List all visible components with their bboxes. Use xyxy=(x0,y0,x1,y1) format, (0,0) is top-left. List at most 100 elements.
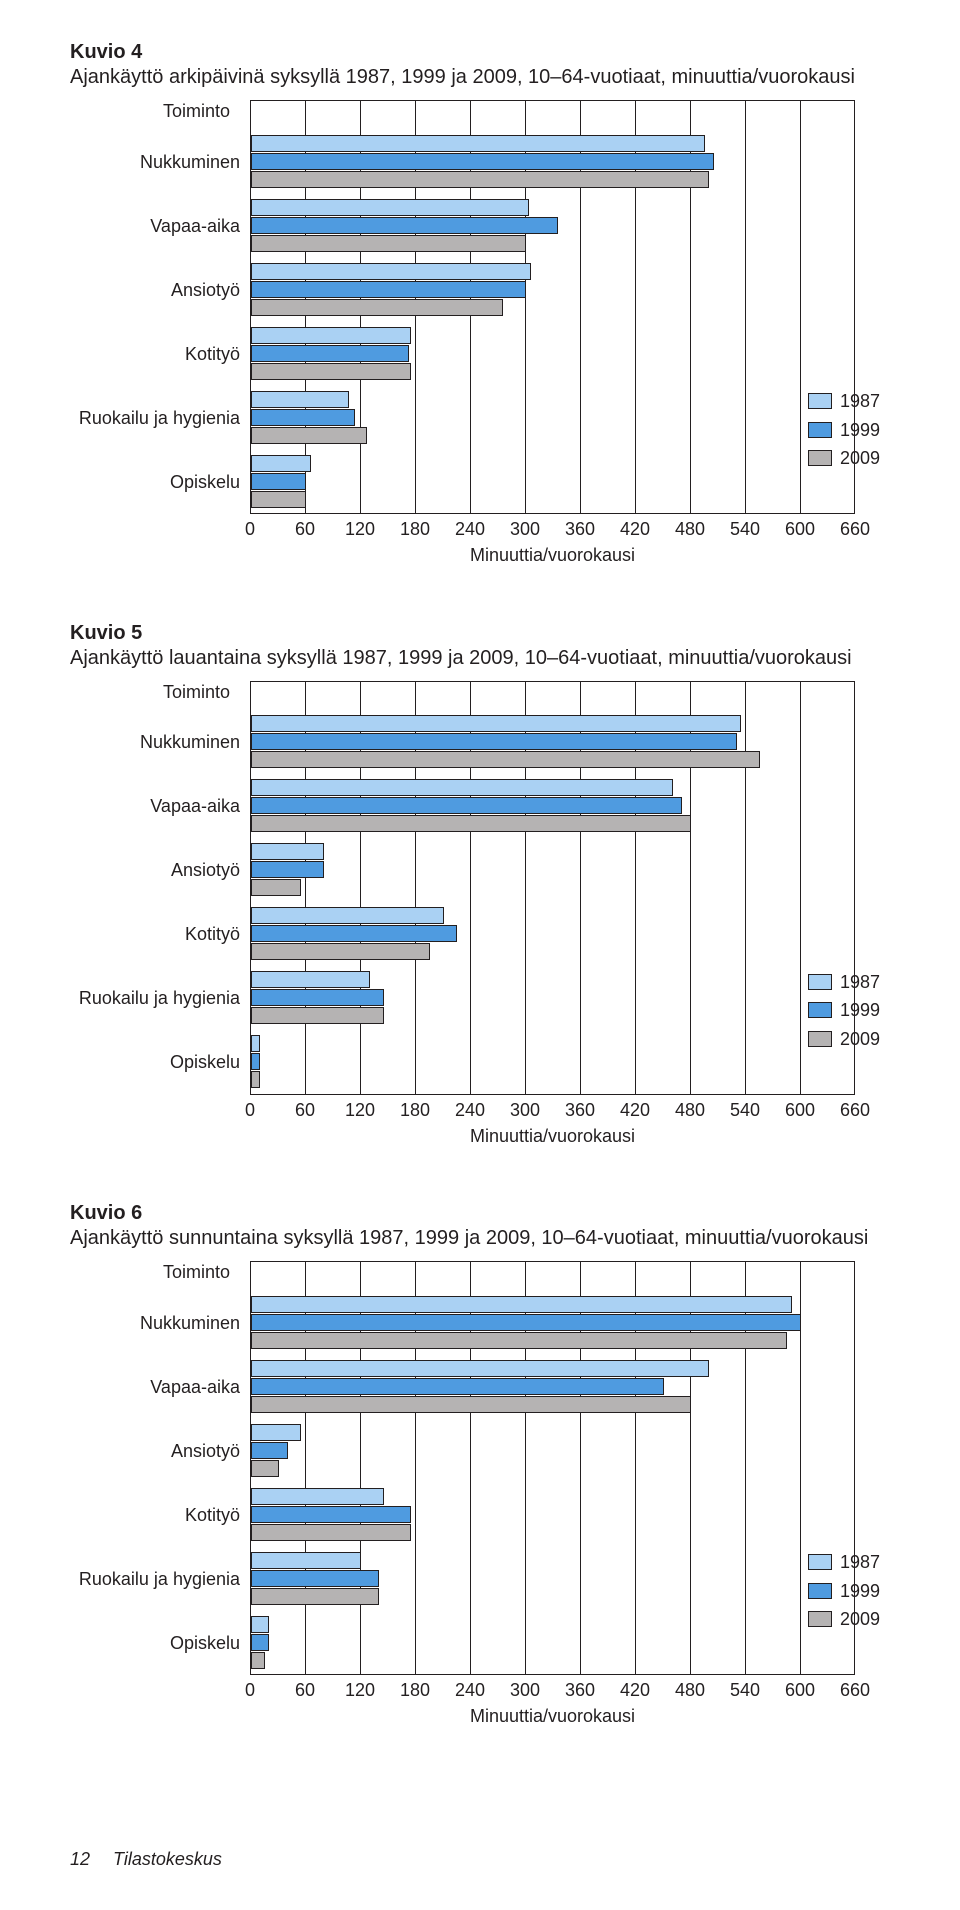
bar-series-1999 xyxy=(251,281,526,298)
bar-series-1987 xyxy=(251,715,741,732)
category-label: Ruokailu ja hygienia xyxy=(70,386,250,450)
bar-series-1999 xyxy=(251,1314,801,1331)
category-row xyxy=(251,1610,854,1674)
x-tick: 540 xyxy=(730,1679,760,1702)
bar-series-1999 xyxy=(251,989,384,1006)
legend-swatch xyxy=(808,450,832,466)
legend-swatch xyxy=(808,974,832,990)
legend-swatch xyxy=(808,1031,832,1047)
y-axis-title: Toiminto xyxy=(70,681,250,711)
x-axis: 060120180240300360420480540600660 xyxy=(250,1095,855,1123)
bar-series-1999 xyxy=(251,473,306,490)
bar-series-1987 xyxy=(251,1616,269,1633)
legend-swatch xyxy=(808,422,832,438)
legend-item: 1987 xyxy=(808,1551,880,1574)
category-row xyxy=(251,129,854,193)
x-tick: 540 xyxy=(730,1099,760,1122)
bar-series-2009 xyxy=(251,1460,279,1477)
category-label: Ansiotyö xyxy=(70,1419,250,1483)
x-axis-label: Minuuttia/vuorokausi xyxy=(250,1123,855,1148)
x-tick: 180 xyxy=(400,518,430,541)
figure-number: Kuvio 6 xyxy=(70,1201,890,1226)
legend-label: 1987 xyxy=(840,1551,880,1574)
bar-series-1987 xyxy=(251,1360,709,1377)
category-row xyxy=(251,449,854,513)
legend-item: 1999 xyxy=(808,1580,880,1603)
legend: 198719992009 xyxy=(808,971,880,1051)
x-axis: 060120180240300360420480540600660 xyxy=(250,514,855,542)
bar-series-1999 xyxy=(251,733,737,750)
category-label: Opiskelu xyxy=(70,450,250,514)
bar-series-1999 xyxy=(251,1053,260,1070)
y-axis-title: Toiminto xyxy=(70,1261,250,1291)
bar-series-1999 xyxy=(251,217,558,234)
category-label: Ansiotyö xyxy=(70,839,250,903)
category-label: Nukkuminen xyxy=(70,711,250,775)
plot-area xyxy=(250,1261,855,1675)
category-label: Vapaa-aika xyxy=(70,1355,250,1419)
category-label: Ruokailu ja hygienia xyxy=(70,1547,250,1611)
bar-series-2009 xyxy=(251,1007,384,1024)
x-tick: 300 xyxy=(510,518,540,541)
category-label: Nukkuminen xyxy=(70,130,250,194)
x-tick: 660 xyxy=(840,1099,870,1122)
footer-brand: Tilastokeskus xyxy=(113,1849,222,1869)
x-tick: 660 xyxy=(840,518,870,541)
bar-series-2009 xyxy=(251,171,709,188)
bar-series-2009 xyxy=(251,1588,379,1605)
x-tick: 420 xyxy=(620,1099,650,1122)
x-tick: 120 xyxy=(345,1099,375,1122)
bar-series-1999 xyxy=(251,1442,288,1459)
bar-series-1987 xyxy=(251,1424,301,1441)
x-tick: 600 xyxy=(785,518,815,541)
category-label: Kotityö xyxy=(70,322,250,386)
bar-series-1987 xyxy=(251,1488,384,1505)
category-row xyxy=(251,902,854,966)
x-tick: 300 xyxy=(510,1099,540,1122)
category-row xyxy=(251,193,854,257)
chart: ToimintoNukkuminenVapaa-aikaAnsiotyöKoti… xyxy=(70,100,890,567)
legend-label: 2009 xyxy=(840,447,880,470)
bar-series-2009 xyxy=(251,1652,265,1669)
figure-number: Kuvio 4 xyxy=(70,40,890,65)
figure-subtitle: Ajankäyttö arkipäivinä syksyllä 1987, 19… xyxy=(70,65,890,90)
category-row xyxy=(251,1030,854,1094)
figure-subtitle: Ajankäyttö sunnuntaina syksyllä 1987, 19… xyxy=(70,1226,890,1251)
legend-swatch xyxy=(808,1583,832,1599)
bar-series-2009 xyxy=(251,943,430,960)
x-tick: 480 xyxy=(675,1099,705,1122)
bar-series-1999 xyxy=(251,345,409,362)
x-tick: 360 xyxy=(565,518,595,541)
legend-swatch xyxy=(808,1002,832,1018)
bar-series-2009 xyxy=(251,491,306,508)
bar-series-1987 xyxy=(251,135,705,152)
y-axis-title: Toiminto xyxy=(70,100,250,130)
bar-series-2009 xyxy=(251,299,503,316)
category-label: Ruokailu ja hygienia xyxy=(70,967,250,1031)
legend-item: 1987 xyxy=(808,971,880,994)
bar-series-1999 xyxy=(251,925,457,942)
plot-area xyxy=(250,100,855,514)
x-tick: 600 xyxy=(785,1679,815,1702)
x-axis: 060120180240300360420480540600660 xyxy=(250,1675,855,1703)
bar-series-1999 xyxy=(251,409,355,426)
figure-5: Kuvio 5Ajankäyttö lauantaina syksyllä 19… xyxy=(70,621,890,1148)
bar-series-1987 xyxy=(251,971,370,988)
bar-series-1987 xyxy=(251,907,444,924)
figure-number: Kuvio 5 xyxy=(70,621,890,646)
bar-series-2009 xyxy=(251,427,367,444)
bar-series-2009 xyxy=(251,815,691,832)
x-tick: 540 xyxy=(730,518,760,541)
x-tick: 180 xyxy=(400,1679,430,1702)
plot-area xyxy=(250,681,855,1095)
category-row xyxy=(251,966,854,1030)
x-tick: 240 xyxy=(455,1099,485,1122)
category-row xyxy=(251,774,854,838)
x-tick: 420 xyxy=(620,1679,650,1702)
bar-series-1987 xyxy=(251,779,673,796)
bar-series-1999 xyxy=(251,1378,664,1395)
legend-item: 1999 xyxy=(808,999,880,1022)
legend-item: 2009 xyxy=(808,1608,880,1631)
x-tick: 360 xyxy=(565,1679,595,1702)
figure-4: Kuvio 4Ajankäyttö arkipäivinä syksyllä 1… xyxy=(70,40,890,567)
